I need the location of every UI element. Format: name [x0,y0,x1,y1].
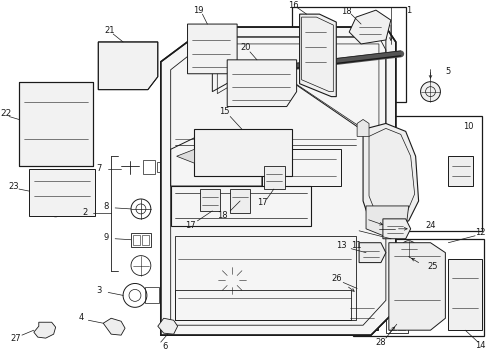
Bar [131,233,151,247]
Text: 11: 11 [351,241,361,250]
Text: 9: 9 [103,233,109,242]
Polygon shape [29,169,96,216]
Bar [143,160,155,174]
Circle shape [420,82,441,102]
Polygon shape [359,243,386,262]
Bar [266,136,283,164]
Text: 16: 16 [288,1,299,10]
Bar [103,67,117,81]
Text: 1: 1 [406,6,411,15]
Text: 4: 4 [79,313,84,322]
Text: 14: 14 [475,341,485,350]
Polygon shape [383,219,411,239]
Polygon shape [230,189,250,213]
Polygon shape [264,166,285,189]
Bar [103,50,117,64]
Bar [346,300,378,330]
Text: 8: 8 [103,202,109,211]
Bar [59,156,67,164]
Bar [200,136,217,164]
Bar [398,318,405,330]
Bar [44,156,51,164]
Bar [386,315,408,333]
Polygon shape [357,120,369,136]
Polygon shape [158,318,177,334]
Text: 18: 18 [217,211,227,220]
Bar [29,156,37,164]
Polygon shape [188,24,237,74]
Text: 2: 2 [83,208,88,217]
Bar [353,239,484,336]
Bar [121,50,135,64]
Polygon shape [34,322,56,338]
Bar [142,235,149,245]
Polygon shape [200,189,220,211]
Bar [157,162,165,172]
Bar [389,318,396,330]
Polygon shape [363,123,418,226]
Text: 15: 15 [219,107,229,116]
Polygon shape [103,318,125,335]
Text: 26: 26 [331,274,342,283]
Bar [74,156,81,164]
Text: 21: 21 [104,26,115,35]
Text: 5: 5 [446,67,451,76]
Text: 18: 18 [341,6,351,15]
Text: 23: 23 [9,181,19,190]
Text: 10: 10 [463,122,473,131]
Bar [222,136,239,164]
Bar [244,136,261,164]
Bar [121,67,135,81]
Text: 25: 25 [427,262,438,271]
Text: 24: 24 [425,221,436,230]
Polygon shape [389,243,445,330]
Polygon shape [349,10,391,44]
Text: 3: 3 [97,286,102,295]
Text: 22: 22 [0,109,12,118]
Text: 27: 27 [11,334,21,343]
Text: 28: 28 [376,338,386,347]
Polygon shape [19,82,93,166]
Polygon shape [448,258,482,330]
Polygon shape [299,14,336,96]
Text: 17: 17 [257,198,267,207]
Text: 20: 20 [241,44,251,53]
Polygon shape [366,206,409,239]
Text: 7: 7 [97,164,102,173]
Polygon shape [98,42,158,90]
Bar [353,117,482,231]
Text: 19: 19 [193,6,204,15]
Bar [145,287,159,303]
Bar [292,7,406,102]
Text: 17: 17 [185,221,196,230]
Text: 13: 13 [336,241,346,250]
Bar [448,156,473,186]
Polygon shape [161,27,396,335]
Text: 6: 6 [162,342,168,351]
Polygon shape [227,60,296,107]
Text: 12: 12 [475,228,485,237]
Bar [354,288,368,300]
Polygon shape [176,149,195,163]
Polygon shape [195,129,292,176]
Bar [133,235,140,245]
